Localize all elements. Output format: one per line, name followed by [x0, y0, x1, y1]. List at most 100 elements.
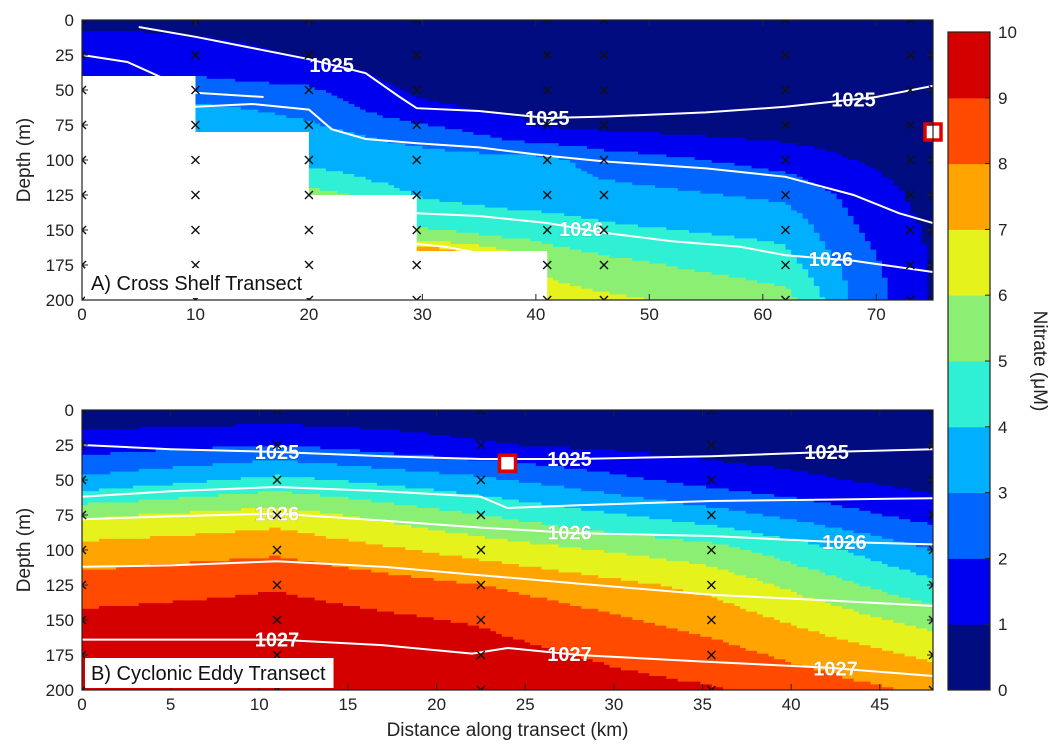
- nitrate-cell: [240, 98, 248, 102]
- nitrate-cell: [133, 48, 140, 52]
- nitrate-cell: [359, 140, 367, 144]
- nitrate-cell: [286, 87, 293, 91]
- nitrate-cell: [320, 157, 327, 161]
- nitrate-cell: [297, 115, 304, 119]
- nitrate-cell: [263, 123, 270, 127]
- nitrate-cell: [172, 34, 180, 38]
- nitrate-cell: [359, 120, 367, 125]
- nitrate-cell: [240, 56, 248, 60]
- nitrate-cell: [184, 28, 191, 32]
- nitrate-cell: [286, 34, 293, 38]
- nitrate-cell: [82, 70, 89, 74]
- nitrate-cell: [252, 67, 259, 71]
- nitrate-cell: [354, 157, 361, 161]
- nitrate-cell: [320, 160, 327, 164]
- nitrate-cell: [127, 20, 134, 24]
- nitrate-cell: [348, 126, 355, 130]
- nitrate-cell: [303, 118, 310, 122]
- nitrate-cell: [320, 59, 327, 63]
- nitrate-cell: [195, 70, 202, 74]
- nitrate-cell: [252, 50, 259, 55]
- nitrate-cell: [331, 76, 338, 80]
- nitrate-cell: [274, 42, 282, 46]
- nitrate-cell: [325, 179, 333, 183]
- nitrate-cell: [291, 84, 299, 88]
- nitrate-cell: [320, 168, 327, 172]
- nitrate-cell: [218, 25, 225, 29]
- nitrate-cell: [348, 56, 355, 60]
- nitrate-cell: [161, 59, 168, 63]
- nitrate-cell: [201, 73, 208, 77]
- nitrate-cell: [291, 20, 299, 24]
- nitrate-cell: [257, 90, 265, 94]
- nitrate-cell: [206, 31, 214, 35]
- nitrate-cell: [314, 168, 321, 172]
- nitrate-cell: [263, 73, 270, 77]
- nitrate-cell: [172, 59, 180, 63]
- nitrate-cell: [138, 20, 146, 24]
- nitrate-cell: [342, 129, 350, 133]
- nitrate-cell: [359, 98, 367, 102]
- nitrate-cell: [359, 148, 367, 153]
- nitrate-cell: [342, 106, 350, 111]
- nitrate-cell: [354, 174, 361, 178]
- nitrate-cell: [280, 20, 287, 24]
- nitrate-cell: [110, 20, 117, 24]
- nitrate-cell: [359, 92, 367, 97]
- nitrate-cell: [195, 81, 202, 85]
- nitrate-cell: [291, 101, 299, 105]
- nitrate-cell: [127, 39, 134, 43]
- nitrate-cell: [359, 34, 367, 38]
- nitrate-cell: [127, 25, 134, 29]
- nitrate-cell: [155, 36, 163, 41]
- nitrate-cell: [337, 50, 344, 55]
- nitrate-cell: [297, 95, 304, 99]
- nitrate-cell: [325, 50, 333, 55]
- nitrate-cell: [274, 106, 282, 111]
- nitrate-cell: [342, 118, 350, 122]
- nitrate-cell: [150, 53, 157, 57]
- nitrate-cell: [325, 123, 333, 127]
- nitrate-cell: [144, 22, 151, 27]
- nitrate-cell: [206, 59, 214, 63]
- nitrate-cell: [320, 81, 327, 85]
- nitrate-cell: [246, 42, 253, 46]
- nitrate-cell: [110, 39, 117, 43]
- nitrate-cell: [195, 112, 202, 116]
- nitrate-cell: [144, 50, 151, 55]
- nitrate-cell: [286, 70, 293, 74]
- nitrate-cell: [337, 106, 344, 111]
- nitrate-cell: [246, 76, 253, 80]
- nitrate-cell: [229, 56, 236, 60]
- nitrate-cell: [269, 115, 276, 119]
- nitrate-cell: [235, 101, 242, 105]
- nitrate-cell: [82, 64, 89, 69]
- nitrate-cell: [342, 28, 350, 32]
- nitrate-cell: [314, 109, 321, 113]
- nitrate-cell: [308, 129, 316, 133]
- nitrate-cell: [178, 42, 185, 46]
- nitrate-cell: [229, 45, 236, 49]
- nitrate-cell: [252, 70, 259, 74]
- nitrate-cell: [252, 98, 259, 102]
- nitrate-cell: [104, 50, 111, 55]
- nitrate-cell: [331, 120, 338, 125]
- nitrate-cell: [342, 90, 350, 94]
- nitrate-cell: [257, 22, 265, 27]
- nitrate-cell: [342, 109, 350, 113]
- nitrate-cell: [240, 39, 248, 43]
- nitrate-cell: [252, 25, 259, 29]
- nitrate-cell: [133, 62, 140, 66]
- nitrate-cell: [325, 104, 333, 108]
- nitrate-cell: [212, 64, 219, 69]
- nitrate-cell: [218, 101, 225, 105]
- nitrate-cell: [223, 73, 231, 77]
- nitrate-cell: [337, 118, 344, 122]
- nitrate-cell: [104, 31, 111, 35]
- nitrate-cell: [212, 87, 219, 91]
- nitrate-cell: [246, 50, 253, 55]
- nitrate-cell: [354, 162, 361, 167]
- nitrate-cell: [87, 31, 94, 35]
- nitrate-cell: [354, 95, 361, 99]
- nitrate-cell: [93, 64, 100, 69]
